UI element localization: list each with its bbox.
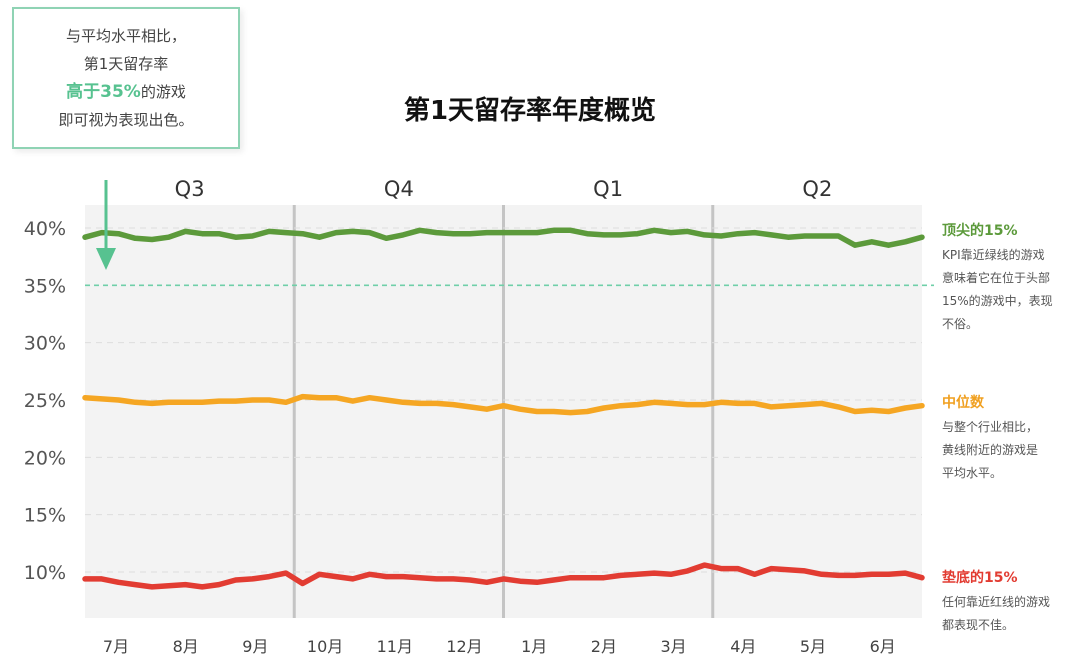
bottom-15-line: [82, 562, 925, 590]
x-tick-label: 5月: [800, 637, 826, 656]
side-label-median-title: 中位数: [942, 395, 984, 411]
callout-line-3: 高于35%的游戏: [66, 78, 186, 106]
side-label-bottom: 垫底的15% 任何靠近红线的游戏 都表现不佳。: [942, 565, 1077, 637]
median-line: [82, 393, 925, 416]
callout-line-1: 与平均水平相比，: [65, 27, 186, 45]
x-tick-label: 8月: [173, 637, 199, 656]
callout-line-4: 即可视为表现出色。: [58, 111, 194, 129]
quarter-label: Q3: [175, 177, 205, 201]
y-tick-label: 25%: [24, 390, 66, 412]
side-label-top-desc: KPI靠近绿线的游戏 意味着它在位于头部 15%的游戏中，表现 不俗。: [942, 248, 1053, 331]
x-tick-label: 3月: [661, 637, 687, 656]
side-label-median-desc: 与整个行业相比， 黄线附近的游戏是 平均水平。: [942, 420, 1039, 480]
side-label-median: 中位数 与整个行业相比， 黄线附近的游戏是 平均水平。: [942, 390, 1077, 485]
x-tick-label: 10月: [307, 637, 343, 656]
y-tick-label: 35%: [24, 275, 66, 297]
callout-highlight: 高于35%: [66, 82, 141, 102]
callout-line-2: 第1天留存率: [83, 55, 169, 73]
x-tick-label: 7月: [103, 637, 129, 656]
side-label-bottom-title: 垫底的15%: [942, 570, 1018, 586]
quarter-label: Q1: [593, 177, 623, 201]
x-tick-label: 2月: [591, 637, 617, 656]
x-tick-label: 12月: [446, 637, 482, 656]
x-tick-label: 4月: [730, 637, 756, 656]
y-tick-label: 30%: [24, 333, 66, 355]
chart-title: 第1天留存率年度概览: [403, 96, 657, 126]
x-tick-label: 6月: [870, 637, 896, 656]
y-tick-label: 15%: [24, 505, 66, 527]
x-tick-label: 11月: [377, 637, 413, 656]
quarter-label: Q4: [384, 177, 414, 201]
quarter-label: Q2: [802, 177, 832, 201]
side-label-top: 顶尖的15% KPI靠近绿线的游戏 意味着它在位于头部 15%的游戏中，表现 不…: [942, 218, 1077, 336]
top-15-line: [82, 227, 925, 248]
x-tick-label: 1月: [521, 637, 547, 656]
callout-line-3-rest: 的游戏: [140, 83, 186, 101]
y-tick-label: 20%: [24, 447, 66, 469]
side-label-top-title: 顶尖的15%: [942, 223, 1018, 239]
y-tick-label: 40%: [24, 218, 66, 240]
x-tick-label: 9月: [242, 637, 268, 656]
callout-arrow-head: [96, 248, 116, 270]
side-label-bottom-desc: 任何靠近红线的游戏 都表现不佳。: [942, 595, 1051, 632]
y-tick-label: 10%: [24, 562, 66, 584]
annotation-callout: 与平均水平相比， 第1天留存率 高于35%的游戏 即可视为表现出色。: [12, 7, 240, 149]
